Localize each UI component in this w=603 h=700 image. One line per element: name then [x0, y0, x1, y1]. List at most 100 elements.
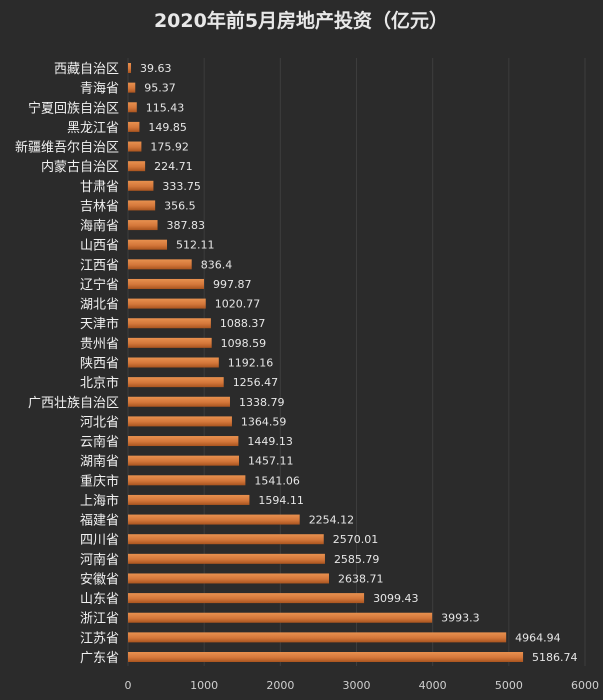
- category-label: 西藏自治区: [54, 62, 119, 77]
- value-label: 4964.94: [515, 631, 561, 644]
- bar: [128, 318, 211, 329]
- value-label: 175.92: [150, 141, 189, 154]
- category-label: 湖南省: [80, 454, 119, 470]
- category-label: 重庆市: [80, 473, 119, 489]
- x-axis-ticks: 0 1000 2000 3000 4000 5000 6000: [125, 679, 600, 692]
- bar: [128, 475, 246, 486]
- bar: [128, 239, 168, 250]
- value-label: 512.11: [176, 239, 215, 252]
- category-label: 江苏省: [80, 630, 119, 646]
- value-label: 356.5: [164, 199, 196, 212]
- bar: [128, 632, 507, 643]
- bar: [128, 416, 232, 427]
- x-tick-label: 3000: [343, 679, 371, 692]
- bar: [128, 161, 146, 172]
- value-label: 1457.11: [248, 455, 294, 468]
- category-label: 浙江省: [80, 612, 119, 627]
- bar: [128, 259, 192, 270]
- category-label: 内蒙古自治区: [41, 159, 119, 175]
- category-label: 四川省: [80, 533, 119, 548]
- value-label: 2585.79: [334, 553, 380, 566]
- value-label: 1594.11: [258, 494, 304, 507]
- value-label: 1364.59: [241, 415, 287, 428]
- bar: [128, 494, 250, 505]
- category-label: 天津市: [80, 316, 119, 332]
- value-label: 1192.16: [228, 357, 274, 370]
- bar: [128, 396, 230, 407]
- bar: [128, 63, 132, 73]
- x-tick-label: 6000: [571, 679, 599, 692]
- category-label: 河南省: [80, 552, 119, 568]
- bar: [128, 200, 156, 211]
- bar: [128, 455, 239, 466]
- label-layer: 西藏自治区 39.63 青海省 95.37 宁夏回族自治区 115.43 黑龙江省 149.8…: [15, 62, 578, 666]
- bar: [128, 278, 205, 289]
- bar: [128, 436, 239, 447]
- bar: [128, 357, 219, 368]
- value-label: 3993.3: [441, 612, 480, 625]
- bar: [128, 220, 158, 231]
- category-label: 北京市: [80, 375, 119, 391]
- value-label: 39.63: [140, 62, 172, 75]
- value-label: 1449.13: [247, 435, 293, 448]
- value-label: 2254.12: [309, 514, 355, 527]
- category-label: 贵州省: [80, 337, 119, 352]
- value-label: 1088.37: [220, 317, 266, 330]
- bar-layer: [128, 63, 524, 662]
- x-tick-label: 2000: [266, 679, 294, 692]
- value-label: 1338.79: [239, 396, 285, 409]
- chart-title: 2020年前5月房地产投资（亿元）: [154, 9, 448, 32]
- bar: [128, 377, 224, 388]
- category-label: 宁夏回族自治区: [28, 100, 119, 116]
- value-label: 2638.71: [338, 572, 384, 585]
- bar: [128, 141, 142, 152]
- x-tick-label: 5000: [495, 679, 523, 692]
- bar: [128, 652, 524, 662]
- bar: [128, 298, 206, 309]
- bar: [128, 612, 433, 623]
- x-tick-label: 4000: [419, 679, 447, 692]
- bar: [128, 593, 365, 604]
- value-label: 333.75: [162, 180, 201, 193]
- category-label: 海南省: [80, 218, 119, 234]
- bar: [128, 82, 136, 93]
- value-label: 115.43: [146, 101, 185, 114]
- bar: [128, 121, 140, 132]
- value-label: 3099.43: [373, 592, 419, 605]
- bar: [128, 514, 300, 525]
- category-label: 吉林省: [80, 199, 119, 214]
- value-label: 387.83: [167, 219, 206, 232]
- bar: [128, 180, 154, 191]
- category-label: 广西壮族自治区: [28, 395, 119, 411]
- value-label: 95.37: [144, 82, 176, 95]
- category-label: 甘肃省: [80, 180, 119, 195]
- value-label: 5186.74: [532, 651, 578, 664]
- value-label: 149.85: [148, 121, 187, 134]
- value-label: 1098.59: [221, 337, 267, 350]
- category-label: 黑龙江省: [67, 121, 119, 136]
- category-label: 上海市: [80, 493, 119, 509]
- category-label: 新疆维吾尔自治区: [15, 140, 119, 156]
- bar: [128, 534, 324, 545]
- category-label: 福建省: [80, 514, 119, 529]
- value-label: 1256.47: [233, 376, 278, 389]
- value-label: 1020.77: [215, 298, 261, 311]
- category-label: 云南省: [80, 434, 119, 450]
- grid-layer: [127, 58, 586, 666]
- category-label: 河北省: [80, 415, 119, 430]
- bar: [128, 102, 137, 113]
- category-label: 山西省: [80, 239, 119, 254]
- category-label: 青海省: [80, 82, 119, 97]
- category-label: 山东省: [80, 592, 119, 607]
- category-label: 江西省: [80, 258, 119, 273]
- bar: [128, 337, 212, 348]
- category-label: 辽宁省: [80, 277, 119, 293]
- x-tick-label: 1000: [190, 679, 218, 692]
- value-label: 997.87: [213, 278, 252, 291]
- category-label: 陕西省: [80, 357, 119, 372]
- value-label: 224.71: [154, 160, 193, 173]
- value-label: 2570.01: [333, 533, 379, 546]
- value-label: 836.4: [201, 258, 233, 271]
